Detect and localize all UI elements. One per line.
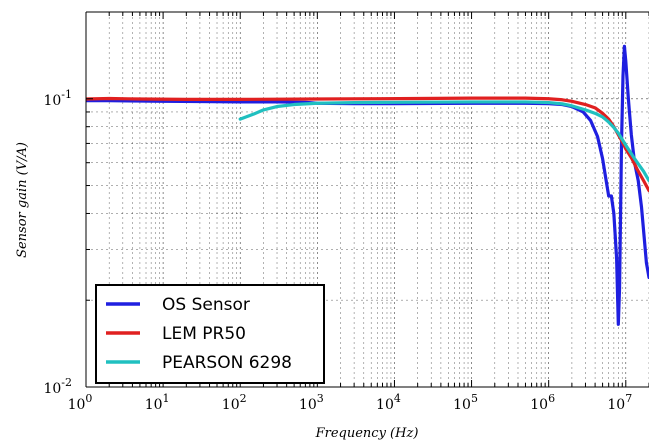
- y-axis-label: Sensor gain (V/A): [15, 142, 30, 258]
- x-tick-label: 103: [299, 392, 324, 413]
- x-tick-label-exponent: 2: [240, 392, 247, 405]
- legend: OS Sensor LEM PR50 PEARSON 6298: [95, 284, 325, 384]
- ticks: [85, 11, 649, 388]
- y-tick-label: 10-2: [43, 376, 72, 397]
- x-tick-label-exponent: 1: [163, 392, 170, 405]
- x-tick-label: 102: [222, 392, 247, 413]
- legend-label: LEM PR50: [162, 324, 246, 344]
- x-tick-label-exponent: 4: [394, 392, 401, 405]
- axes: [85, 11, 649, 388]
- x-tick-label: 106: [530, 392, 555, 413]
- series-line-pearson-6298: [238, 100, 649, 183]
- legend-label: OS Sensor: [162, 295, 250, 315]
- x-axis-label: Frequency (Hz): [315, 426, 419, 441]
- y-tick-label-exponent: -2: [61, 376, 72, 389]
- x-tick-label-base: 10: [222, 397, 240, 413]
- series-line-lem-pr50: [86, 96, 649, 193]
- x-tick-label-base: 10: [530, 397, 548, 413]
- x-tick-label: 100: [68, 392, 93, 413]
- x-tick-label-exponent: 5: [471, 392, 478, 405]
- x-tick-label-base: 10: [376, 397, 394, 413]
- x-tick-label-exponent: 3: [317, 392, 324, 405]
- x-tick-label: 101: [145, 392, 170, 413]
- series-lines: [86, 44, 649, 326]
- y-tick-label-base: 10: [43, 93, 61, 109]
- y-tick-label: 10-1: [43, 88, 72, 109]
- x-tick-label-base: 10: [299, 397, 317, 413]
- y-tick-label-exponent: -1: [61, 88, 72, 101]
- series-line-os-sensor: [86, 44, 649, 326]
- x-tick-label-base: 10: [607, 397, 625, 413]
- x-tick-label-exponent: 6: [548, 392, 555, 405]
- x-tick-label-base: 10: [453, 397, 471, 413]
- x-tick-label: 105: [453, 392, 478, 413]
- x-tick-label-exponent: 7: [625, 392, 632, 405]
- x-tick-label-exponent: 0: [85, 392, 92, 405]
- legend-label: PEARSON 6298: [162, 353, 292, 373]
- x-tick-label: 107: [607, 392, 632, 413]
- x-tick-label: 104: [376, 392, 401, 413]
- x-tick-label-base: 10: [145, 397, 163, 413]
- y-tick-label-base: 10: [43, 381, 61, 397]
- x-tick-label-base: 10: [68, 397, 86, 413]
